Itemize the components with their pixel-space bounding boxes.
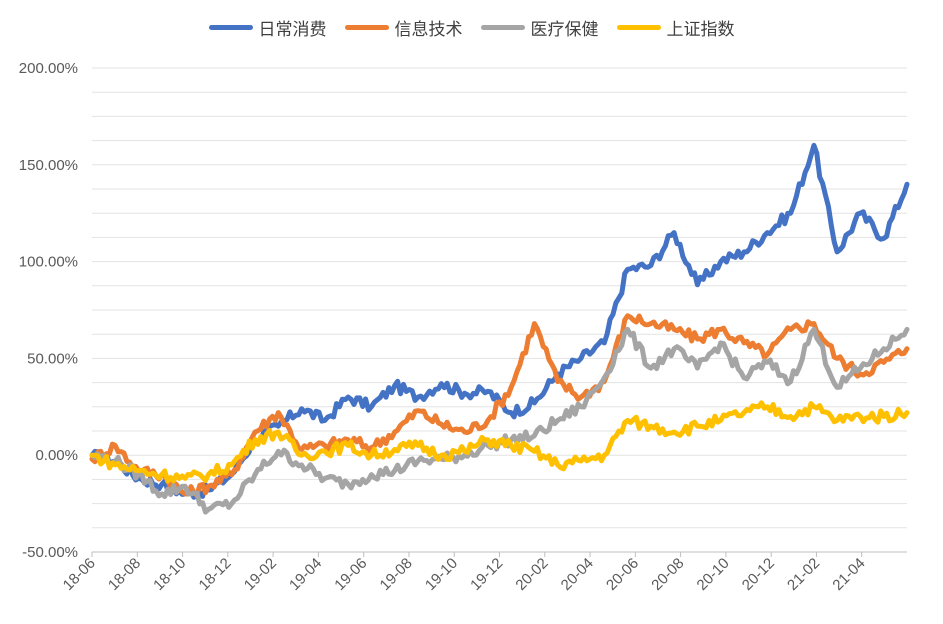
y-tick-label: 50.00% [27,350,78,367]
x-tick-label: 20-02 [512,555,551,594]
x-axis-ticks: 18-06 18-08 18-10 18-12 19-02 19-04 19-06 19-08… [60,552,869,594]
legend-label-sse: 上证指数 [666,19,735,40]
legend-swatch-healthcare [480,24,525,30]
legend-label-it: 信息技术 [394,19,463,40]
x-tick-label: 19-08 [377,555,416,594]
legend-item-sse: 上证指数 [616,15,735,40]
legend-swatch-sse [616,24,661,30]
x-tick-label: 21-02 [784,555,823,594]
x-tick-label: 20-08 [648,555,687,594]
x-tick-label: 19-04 [286,555,325,594]
x-tick-label: 19-02 [241,555,280,594]
x-tick-label: 19-06 [331,555,370,594]
y-tick-label: -50.00% [22,544,78,561]
legend-item-healthcare: 医疗保健 [480,15,599,40]
series-lines [89,142,910,515]
x-tick-label: 18-08 [105,555,144,594]
y-tick-label: 0.00% [35,447,78,464]
legend-swatch-it [344,24,389,30]
y-tick-label: 200.00% [19,60,78,77]
x-tick-label: 21-04 [829,555,868,594]
legend: 日常消费 信息技术 医疗保健 上证指数 [0,12,943,42]
y-tick-label: 150.00% [19,157,78,174]
x-tick-label: 19-12 [467,555,506,594]
x-tick-label: 20-10 [694,555,733,594]
x-tick-label: 20-12 [739,555,778,594]
legend-swatch-consumer [208,24,253,30]
x-tick-label: 18-10 [150,555,189,594]
y-axis-ticks: -50.00% 0.00% 50.00% 100.00% 150.00% 200.00% [19,60,78,561]
legend-label-consumer: 日常消费 [258,19,327,40]
series-line-3 [89,400,910,484]
gridlines [92,67,907,553]
x-tick-label: 20-06 [603,555,642,594]
x-tick-label: 18-12 [196,555,235,594]
x-tick-label: 19-10 [422,555,461,594]
legend-item-it: 信息技术 [344,15,463,40]
legend-label-healthcare: 医疗保健 [530,19,599,40]
x-tick-label: 20-04 [558,555,597,594]
legend-item-consumer: 日常消费 [208,15,327,40]
y-tick-label: 100.00% [19,254,78,271]
